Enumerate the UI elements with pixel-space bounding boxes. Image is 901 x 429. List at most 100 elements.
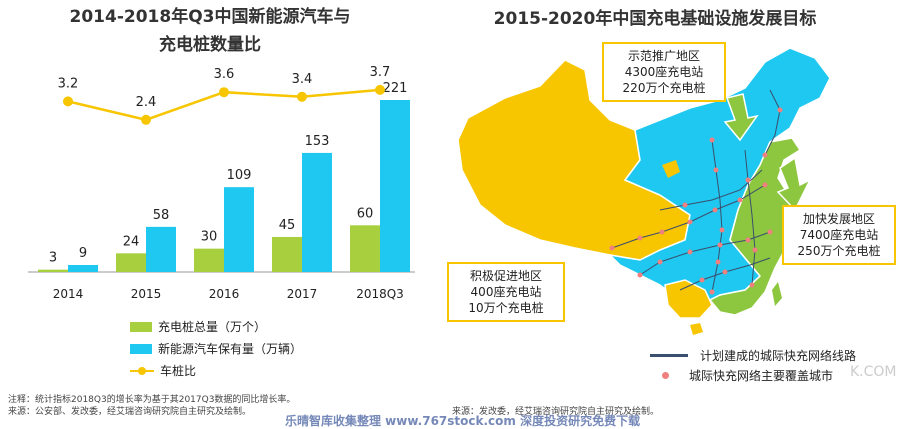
ratio-point xyxy=(297,91,307,102)
city-dot xyxy=(777,107,783,113)
map-legend-network: 计划建成的城际快充网络线路 xyxy=(650,347,856,364)
legend-city-dot-swatch xyxy=(662,372,669,379)
bar-piles xyxy=(272,236,302,272)
bar-piles xyxy=(350,225,380,272)
legend-label-ratio: 车桩比 xyxy=(160,364,197,378)
city-dots xyxy=(609,107,783,295)
x-tick-label: 2016 xyxy=(209,287,240,301)
network-line-7 xyxy=(764,89,781,156)
legend-piles: 充电桩总量（万个） xyxy=(130,318,266,335)
city-dot xyxy=(715,259,721,265)
callout-west-piles: 10万个充电桩 xyxy=(468,301,544,315)
ratio-point xyxy=(63,96,73,107)
data-label-vehicles: 9 xyxy=(79,246,87,261)
data-label-vehicles: 58 xyxy=(153,208,170,223)
callout-north-piles: 220万个充电桩 xyxy=(622,81,706,95)
data-label-piles: 60 xyxy=(357,206,374,221)
city-dot xyxy=(657,259,663,265)
callout-north-title: 示范推广地区 xyxy=(627,49,700,63)
chart-title-line1: 2014-2018年Q3中国新能源汽车与 xyxy=(69,7,351,27)
legend-network-label: 计划建成的城际快充网络线路 xyxy=(700,349,857,363)
callout-north-stations: 4300座充电站 xyxy=(624,65,704,79)
x-tick-label: 2018Q3 xyxy=(356,287,404,301)
bar-line-chart: 3 9 2014 24 58 2015 30 109 2016 45 153 2017 60 221 201… xyxy=(28,65,415,301)
city-dot xyxy=(745,177,751,183)
chart-note: 注释：统计指标2018Q3的增长率为基于其2017Q3数据的同比增长率。 xyxy=(8,395,296,405)
data-label-piles: 45 xyxy=(279,218,296,233)
city-dot xyxy=(722,269,728,275)
city-dot xyxy=(637,272,643,278)
map-legend-cities: 城际快充网络主要覆盖城市 xyxy=(650,367,833,384)
ratio-point xyxy=(219,87,229,98)
callout-east-title: 加快发展地区 xyxy=(802,212,875,226)
city-dot xyxy=(609,245,615,251)
city-dot xyxy=(745,237,751,243)
legend-network-line-swatch xyxy=(650,354,688,357)
map-island-taiwan xyxy=(772,282,782,306)
callout-demonstration: 示范推广地区 4300座充电站 220万个充电桩 xyxy=(602,42,726,102)
data-label-vehicles: 153 xyxy=(305,134,330,149)
data-label-vehicles: 109 xyxy=(227,168,252,183)
bar-vehicles xyxy=(146,226,176,272)
data-label-vehicles: 221 xyxy=(383,81,408,96)
legend-swatch-piles xyxy=(130,321,152,332)
watermark-corner: K.COM xyxy=(850,364,897,380)
map-arrow-north xyxy=(723,93,759,142)
bar-piles xyxy=(38,269,68,272)
data-label-piles: 24 xyxy=(123,234,140,249)
city-dot xyxy=(713,167,719,173)
legend-label-vehicles: 新能源汽车保有量（万辆） xyxy=(158,342,303,356)
bar-piles xyxy=(116,253,146,272)
city-dot xyxy=(712,207,718,213)
map-region-beijing-yellow xyxy=(662,160,680,178)
map-title: 2015-2020年中国充电基础设施发展目标 xyxy=(493,9,817,29)
network-line-5 xyxy=(659,169,763,211)
network-line-4 xyxy=(744,149,756,286)
x-tick-label: 2014 xyxy=(53,287,84,301)
city-dot xyxy=(749,282,755,288)
bar-vehicles xyxy=(380,100,410,272)
callout-west-stations: 400座充电站 xyxy=(470,285,542,299)
city-dot xyxy=(637,235,643,241)
chart-title-line2: 充电桩数量比 xyxy=(159,35,261,55)
legend-ratio: 车桩比 xyxy=(130,362,196,379)
chart-source-left: 来源：公安部、发改委，经艾瑞咨询研究院自主研究及绘制。 xyxy=(8,407,252,417)
city-dot xyxy=(762,182,768,188)
city-dot xyxy=(709,137,715,143)
data-label-ratio: 3.4 xyxy=(292,72,313,87)
x-tick-label: 2017 xyxy=(287,287,318,301)
city-dot xyxy=(687,249,693,255)
city-dot xyxy=(737,197,743,203)
city-dot xyxy=(717,242,723,248)
legend-city-label: 城际快充网络主要覆盖城市 xyxy=(689,369,834,383)
city-dot xyxy=(709,289,715,295)
bar-vehicles xyxy=(68,264,98,272)
network-line-3 xyxy=(711,139,723,293)
callout-west-title: 积极促进地区 xyxy=(469,269,542,283)
ratio-point xyxy=(141,114,151,125)
map-arrow-east xyxy=(776,156,812,212)
city-dot xyxy=(682,202,688,208)
city-dot xyxy=(699,277,705,283)
data-label-ratio: 3.6 xyxy=(214,67,235,82)
map-island-hainan xyxy=(690,323,703,335)
legend-label-piles: 充电桩总量（万个） xyxy=(158,320,267,334)
chart-source-right: 来源：发改委，经艾瑞咨询研究院自主研究及绘制。 xyxy=(452,407,660,417)
callout-east-stations: 7400座充电站 xyxy=(799,228,879,242)
bar-vehicles xyxy=(224,187,254,272)
legend-swatch-vehicles xyxy=(130,343,152,354)
data-label-ratio: 3.2 xyxy=(58,76,79,91)
city-dot xyxy=(719,227,725,233)
legend-vehicles: 新能源汽车保有量（万辆） xyxy=(130,340,302,357)
callout-promotion: 积极促进地区 400座充电站 10万个充电桩 xyxy=(447,262,565,322)
city-dot xyxy=(762,152,768,158)
network-line-2 xyxy=(639,231,771,276)
data-label-ratio: 2.4 xyxy=(136,95,157,110)
map-region-south-yellow xyxy=(664,279,713,319)
data-label-piles: 3 xyxy=(49,251,57,266)
bar-piles xyxy=(194,248,224,272)
legend-swatch-ratio xyxy=(130,366,154,376)
city-dot xyxy=(659,229,665,235)
callout-east-piles: 250万个充电桩 xyxy=(797,244,881,258)
